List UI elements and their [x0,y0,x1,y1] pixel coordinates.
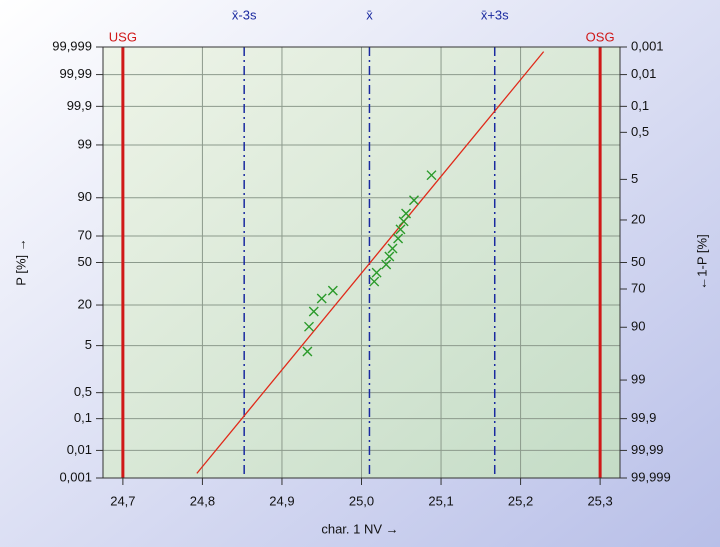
y2-tick-label: 0,01 [631,66,656,81]
y-tick-label: 99 [78,136,92,151]
data-point [401,208,412,219]
data-point [371,267,382,278]
fit-line [196,51,545,474]
y2-tick-label: 99 [631,371,645,386]
y2-tick-label: 0,1 [631,98,649,113]
data-point [393,233,404,244]
y2-tick-label: 90 [631,319,645,334]
y-tick-label: 0,5 [74,384,92,399]
x-tick-label: 25,1 [428,493,453,508]
y-tick-label: 0,01 [67,442,92,457]
data-point [409,195,419,206]
y-tick-label: 5 [85,337,92,352]
x-tick-label: 24,8 [190,493,215,508]
y-tick-label: 20 [78,296,92,311]
y2-tick-label: 50 [631,254,645,269]
statistic-label: x̄+3s [481,7,509,22]
y2-tick-label: 70 [631,280,645,295]
x-tick-label: 25,2 [508,493,533,508]
x-axis-label: char. 1 NV → [321,521,398,536]
y2-axis-label: ←1-P [%] [694,234,709,289]
y-tick-label: 0,001 [59,469,92,484]
data-point [327,285,338,296]
x-tick-label: 25,0 [349,493,374,508]
data-point [426,170,437,181]
y-tick-label: 90 [78,189,92,204]
data-point [395,224,406,235]
x-tick-label: 25,3 [587,493,612,508]
data-point [381,259,392,270]
y-tick-label: 70 [78,227,92,242]
data-point [304,321,314,332]
y-axis-label: P [%] → [13,238,28,285]
y-tick-label: 50 [78,254,92,269]
y2-tick-label: 0,5 [631,124,649,139]
y2-tick-label: 20 [631,211,645,226]
statistic-label: x̄-3s [232,7,257,22]
x-tick-label: 24,9 [269,493,294,508]
data-point [369,276,380,287]
limit-label: OSG [586,29,615,44]
data-point [316,293,327,304]
y-tick-label: 99,99 [59,66,92,81]
statistic-label: x̄ [366,7,373,22]
data-point [398,216,409,227]
y2-tick-label: 0,001 [631,38,664,53]
y2-tick-label: 99,9 [631,410,656,425]
y2-tick-label: 99,99 [631,442,664,457]
y2-tick-label: 5 [631,171,638,186]
limit-label: USG [109,29,137,44]
x-tick-label: 24,7 [110,493,135,508]
y2-tick-label: 99,999 [631,469,671,484]
data-point [302,346,313,357]
data-point [308,306,319,317]
data-point [387,243,398,254]
y-tick-label: 99,999 [52,38,92,53]
y-tick-label: 0,1 [74,410,92,425]
y-tick-label: 99,9 [67,98,92,113]
data-point [384,251,395,262]
